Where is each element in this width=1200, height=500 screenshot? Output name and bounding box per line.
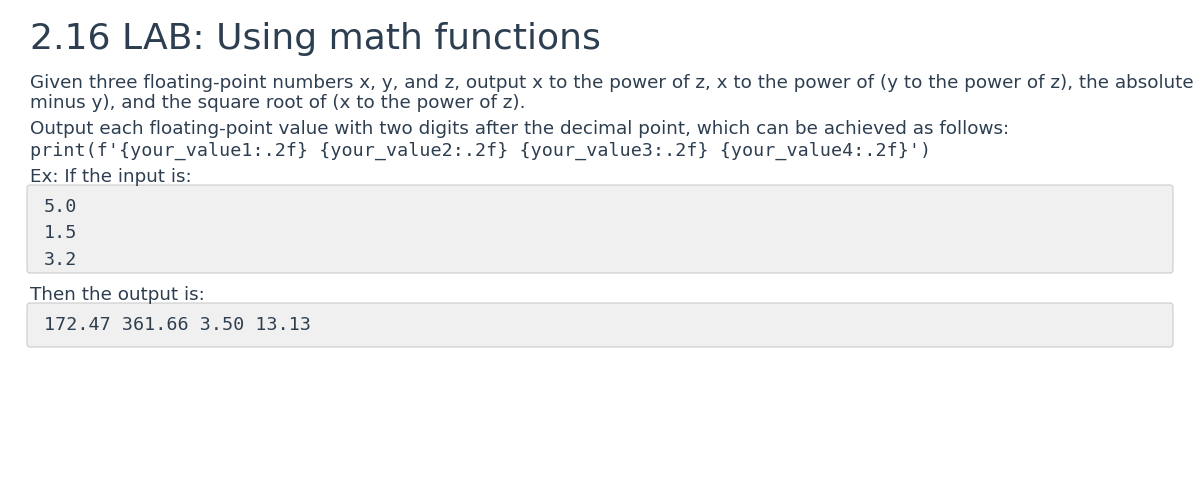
- Text: Ex: If the input is:: Ex: If the input is:: [30, 168, 192, 186]
- FancyBboxPatch shape: [28, 303, 1174, 347]
- Text: Output each floating-point value with two digits after the decimal point, which : Output each floating-point value with tw…: [30, 120, 1009, 138]
- FancyBboxPatch shape: [28, 185, 1174, 273]
- Text: print(f'{your_value1:.2f} {your_value2:.2f} {your_value3:.2f} {your_value4:.2f}': print(f'{your_value1:.2f} {your_value2:.…: [30, 142, 931, 161]
- Text: Given three floating-point numbers x, y, and z, output x to the power of z, x to: Given three floating-point numbers x, y,…: [30, 74, 1200, 92]
- Text: 5.0
1.5
3.2: 5.0 1.5 3.2: [44, 198, 77, 269]
- Text: 2.16 LAB: Using math functions: 2.16 LAB: Using math functions: [30, 22, 601, 56]
- Text: 172.47 361.66 3.50 13.13: 172.47 361.66 3.50 13.13: [44, 316, 311, 334]
- Text: Then the output is:: Then the output is:: [30, 286, 205, 304]
- Text: minus y), and the square root of (x to the power of z).: minus y), and the square root of (x to t…: [30, 94, 526, 112]
